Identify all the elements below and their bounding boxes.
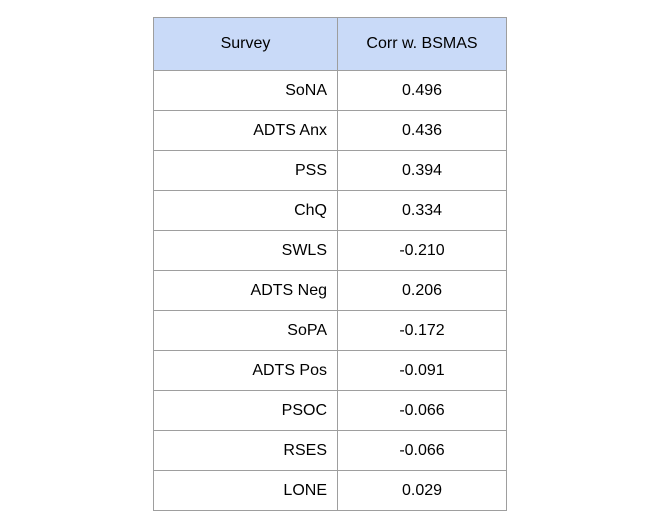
survey-cell: ADTS Neg bbox=[153, 270, 338, 311]
corr-cell: -0.210 bbox=[337, 230, 507, 271]
correlation-table-container: Survey Corr w. BSMAS SoNA 0.496 ADTS Anx… bbox=[153, 17, 507, 511]
corr-cell: 0.334 bbox=[337, 190, 507, 231]
table-row: ADTS Pos -0.091 bbox=[153, 350, 507, 391]
survey-cell: RSES bbox=[153, 430, 338, 471]
corr-cell: 0.029 bbox=[337, 470, 507, 511]
survey-cell: PSOC bbox=[153, 390, 338, 431]
table-row: RSES -0.066 bbox=[153, 430, 507, 471]
table-row: ADTS Anx 0.436 bbox=[153, 110, 507, 151]
survey-cell: SoPA bbox=[153, 310, 338, 351]
survey-cell: SWLS bbox=[153, 230, 338, 271]
table-row: ADTS Neg 0.206 bbox=[153, 270, 507, 311]
table-row: SoNA 0.496 bbox=[153, 70, 507, 111]
header-corr: Corr w. BSMAS bbox=[337, 17, 507, 71]
correlation-table: Survey Corr w. BSMAS SoNA 0.496 ADTS Anx… bbox=[153, 17, 507, 511]
survey-cell: LONE bbox=[153, 470, 338, 511]
corr-cell: 0.394 bbox=[337, 150, 507, 191]
table-row: PSS 0.394 bbox=[153, 150, 507, 191]
survey-cell: ADTS Anx bbox=[153, 110, 338, 151]
survey-cell: ChQ bbox=[153, 190, 338, 231]
corr-cell: -0.066 bbox=[337, 430, 507, 471]
table-row: SWLS -0.210 bbox=[153, 230, 507, 271]
corr-cell: -0.091 bbox=[337, 350, 507, 391]
survey-cell: ADTS Pos bbox=[153, 350, 338, 391]
corr-cell: 0.206 bbox=[337, 270, 507, 311]
table-row: LONE 0.029 bbox=[153, 470, 507, 511]
corr-cell: 0.496 bbox=[337, 70, 507, 111]
corr-cell: 0.436 bbox=[337, 110, 507, 151]
table-row: SoPA -0.172 bbox=[153, 310, 507, 351]
corr-cell: -0.172 bbox=[337, 310, 507, 351]
table-row: PSOC -0.066 bbox=[153, 390, 507, 431]
header-row: Survey Corr w. BSMAS bbox=[153, 17, 507, 71]
corr-cell: -0.066 bbox=[337, 390, 507, 431]
survey-cell: SoNA bbox=[153, 70, 338, 111]
header-survey: Survey bbox=[153, 17, 338, 71]
survey-cell: PSS bbox=[153, 150, 338, 191]
table-row: ChQ 0.334 bbox=[153, 190, 507, 231]
